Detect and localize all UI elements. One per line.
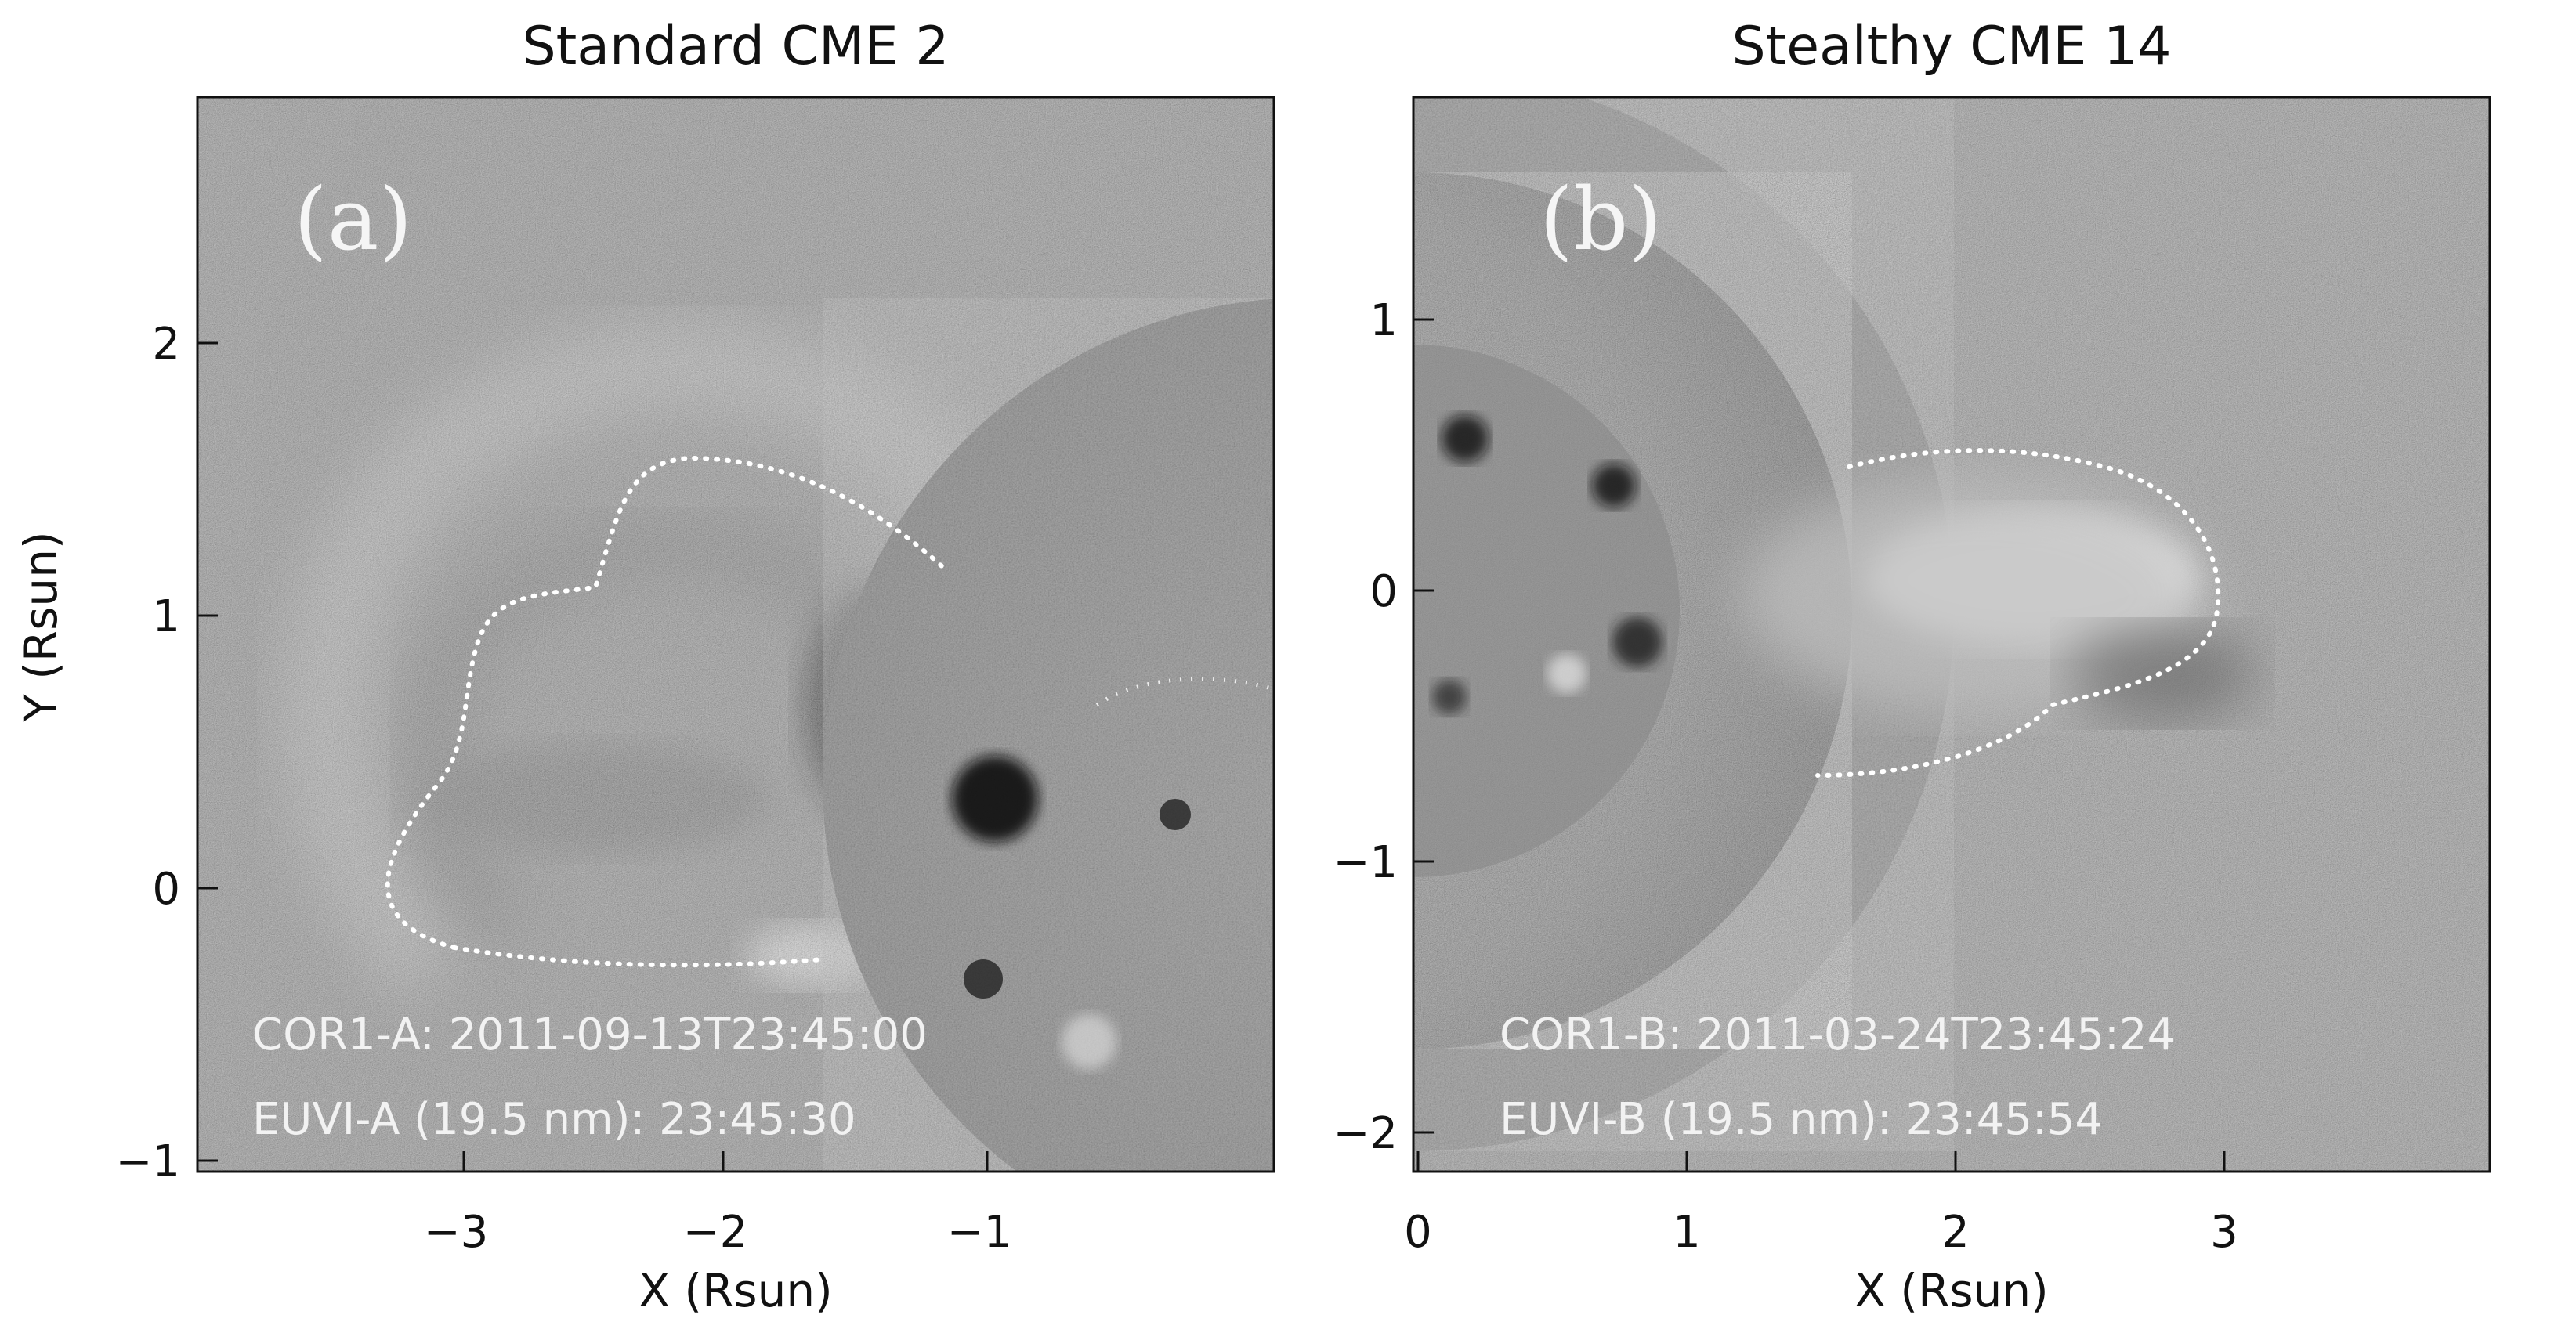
panel-b-x-tick-label: 1 (1673, 1207, 1701, 1258)
panel-a-y-tick-label: 0 (152, 864, 180, 915)
panel-a-y-tick-label: 1 (152, 591, 180, 642)
panel-a-y-tick-label: −1 (115, 1136, 180, 1187)
panel-b-y-tick-marks (1413, 318, 1434, 1134)
panel-b-x-tick-label: 2 (1941, 1207, 1970, 1258)
panel-b-y-tick-label: 1 (1369, 295, 1398, 346)
panel-a-title: Standard CME 2 (523, 16, 950, 78)
panel-b-x-tick-marks (1416, 1151, 2226, 1172)
panel-b-x-tick-label: 3 (2210, 1207, 2238, 1258)
panel-b-annotation-euvi: EUVI-B (19.5 nm): 23:45:54 (1500, 1094, 2103, 1145)
panel-b-image (1413, 97, 2490, 1172)
panel-a: Standard CME 2 (14, 16, 1275, 1317)
panel-a-x-tick-label: −2 (683, 1207, 748, 1258)
panel-b-title: Stealthy CME 14 (1731, 16, 2171, 78)
panel-b-y-tick-label: 0 (1369, 566, 1398, 617)
panel-a-y-tick-label: 2 (152, 319, 180, 370)
panel-a-x-tick-label: −1 (947, 1207, 1012, 1258)
panel-a-label: (a) (294, 169, 412, 269)
panel-a-x-tick-marks (462, 1151, 989, 1172)
panel-a-y-axis-label: Y (Rsun) (14, 531, 67, 722)
panel-b-label: (b) (1539, 169, 1662, 269)
panel-b-x-tick-label: 0 (1404, 1207, 1432, 1258)
panel-b-y-tick-label: −1 (1333, 837, 1398, 888)
panel-a-y-tick-marks (197, 341, 218, 1162)
panel-b-y-tick-label: −2 (1333, 1108, 1398, 1159)
panel-a-x-axis-label: X (Rsun) (639, 1264, 832, 1317)
panel-b-annotation-cor1: COR1-B: 2011-03-24T23:45:24 (1500, 1010, 2175, 1060)
panel-b: Stealthy CME 14 (b) COR1-B: 2011-03 (1333, 16, 2491, 1317)
panel-b-x-axis-label: X (Rsun) (1854, 1264, 2048, 1317)
panel-a-annotation-euvi: EUVI-A (19.5 nm): 23:45:30 (252, 1094, 856, 1145)
panel-a-annotation-cor1: COR1-A: 2011-09-13T23:45:00 (252, 1010, 928, 1060)
panel-a-image (197, 97, 1274, 1172)
panel-a-x-tick-label: −3 (424, 1207, 489, 1258)
